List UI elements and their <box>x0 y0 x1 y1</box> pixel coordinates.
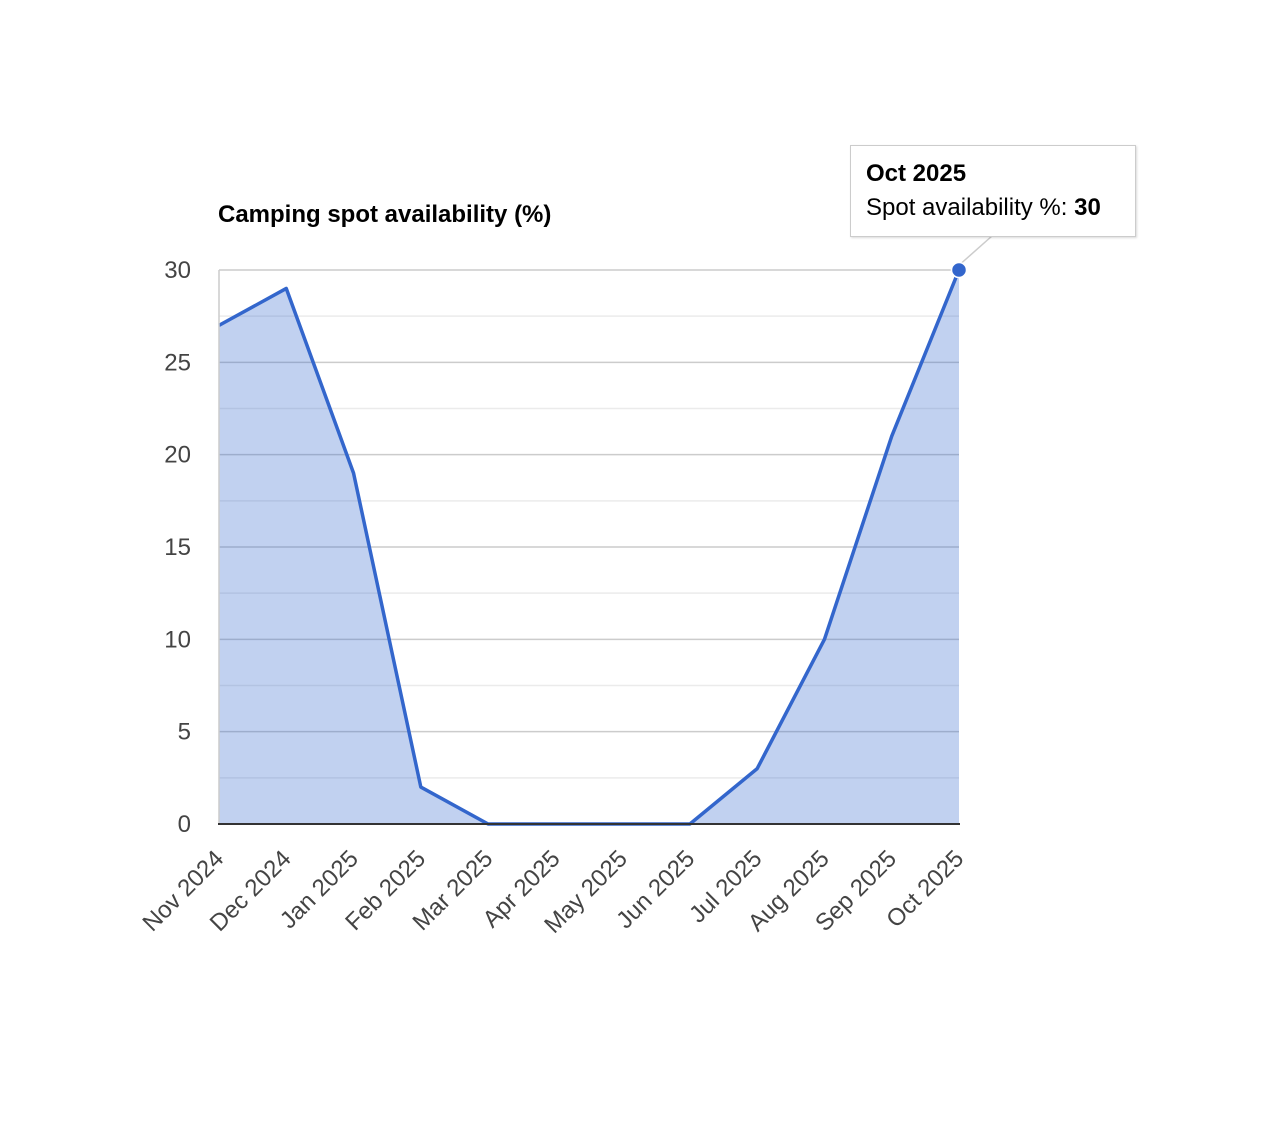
tooltip-label: Spot availability %: <box>866 194 1068 221</box>
tooltip-pointer <box>956 235 1020 268</box>
gridlines <box>219 269 959 779</box>
y-tick-label: 15 <box>164 534 191 561</box>
axes <box>218 270 960 825</box>
y-axis-tick-labels: 0 5 10 15 20 25 30 <box>164 257 191 838</box>
y-tick-label: 25 <box>164 349 191 376</box>
y-tick-label: 10 <box>164 626 191 653</box>
y-tick-label: 0 <box>178 811 191 838</box>
tooltip-value: 30 <box>1074 194 1101 221</box>
y-tick-label: 5 <box>178 719 191 746</box>
y-tick-label: 30 <box>164 257 191 284</box>
y-tick-label: 20 <box>164 442 191 469</box>
area-fill <box>219 270 959 824</box>
tooltip-row: Spot availability %: 30 <box>866 194 1120 222</box>
data-point-highlighted[interactable] <box>950 261 968 279</box>
tooltip: Oct 2025 Spot availability %: 30 <box>850 145 1136 237</box>
tooltip-title: Oct 2025 <box>866 160 967 187</box>
tooltip-pointer-shape <box>956 235 1020 268</box>
data-points[interactable] <box>950 261 968 279</box>
chart-title: Camping spot availability (%) <box>218 201 551 228</box>
